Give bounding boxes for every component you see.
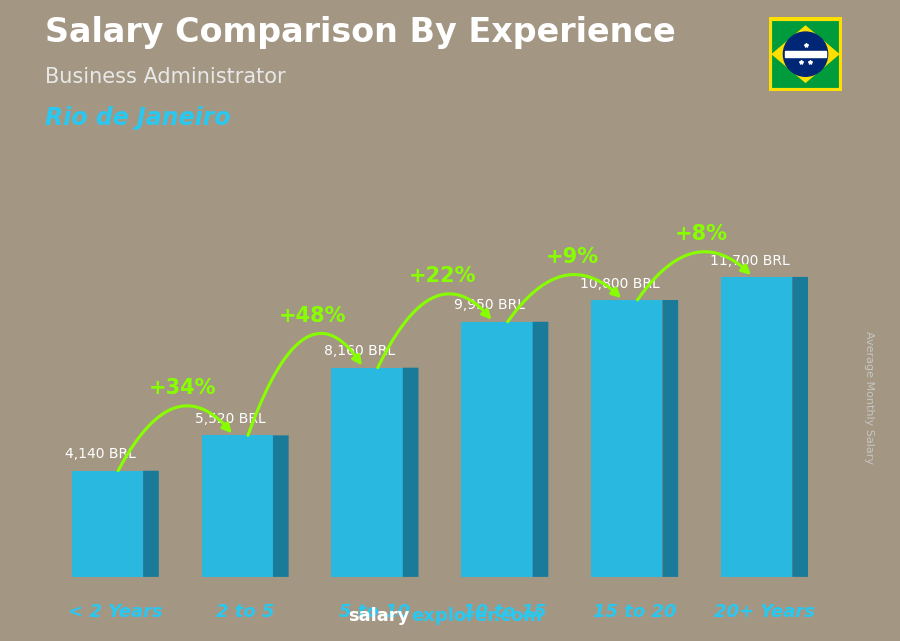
Polygon shape [403, 368, 418, 577]
Text: +34%: +34% [148, 378, 216, 399]
Text: 4,140 BRL: 4,140 BRL [65, 447, 136, 462]
Text: +9%: +9% [545, 247, 598, 267]
Text: 20+ Years: 20+ Years [714, 603, 814, 621]
Text: explorer.com: explorer.com [411, 607, 543, 625]
Text: salary: salary [348, 607, 410, 625]
Text: Rio de Janeiro: Rio de Janeiro [45, 106, 230, 129]
Polygon shape [273, 435, 289, 577]
Text: +22%: +22% [409, 267, 476, 287]
Text: Salary Comparison By Experience: Salary Comparison By Experience [45, 16, 676, 49]
Text: 8,160 BRL: 8,160 BRL [324, 344, 395, 358]
Text: < 2 Years: < 2 Years [68, 603, 163, 621]
Text: 5,520 BRL: 5,520 BRL [194, 412, 266, 426]
Text: 10 to 15: 10 to 15 [463, 603, 546, 621]
Bar [721, 277, 792, 577]
Text: 10,800 BRL: 10,800 BRL [580, 277, 660, 291]
Bar [72, 470, 143, 577]
Polygon shape [143, 470, 158, 577]
Bar [331, 368, 403, 577]
Text: +48%: +48% [278, 306, 346, 326]
Bar [461, 322, 533, 577]
Circle shape [783, 32, 828, 76]
Text: 5 to 10: 5 to 10 [339, 603, 410, 621]
Bar [591, 300, 662, 577]
Text: Average Monthly Salary: Average Monthly Salary [863, 331, 874, 464]
Polygon shape [792, 277, 808, 577]
Polygon shape [772, 26, 839, 82]
Text: Business Administrator: Business Administrator [45, 67, 285, 87]
Bar [202, 435, 273, 577]
Bar [785, 51, 826, 57]
Text: 2 to 5: 2 to 5 [216, 603, 274, 621]
Text: 11,700 BRL: 11,700 BRL [709, 254, 789, 268]
Text: 15 to 20: 15 to 20 [593, 603, 677, 621]
Polygon shape [533, 322, 548, 577]
Text: 9,950 BRL: 9,950 BRL [454, 299, 526, 313]
Text: +8%: +8% [675, 224, 728, 244]
Polygon shape [662, 300, 679, 577]
